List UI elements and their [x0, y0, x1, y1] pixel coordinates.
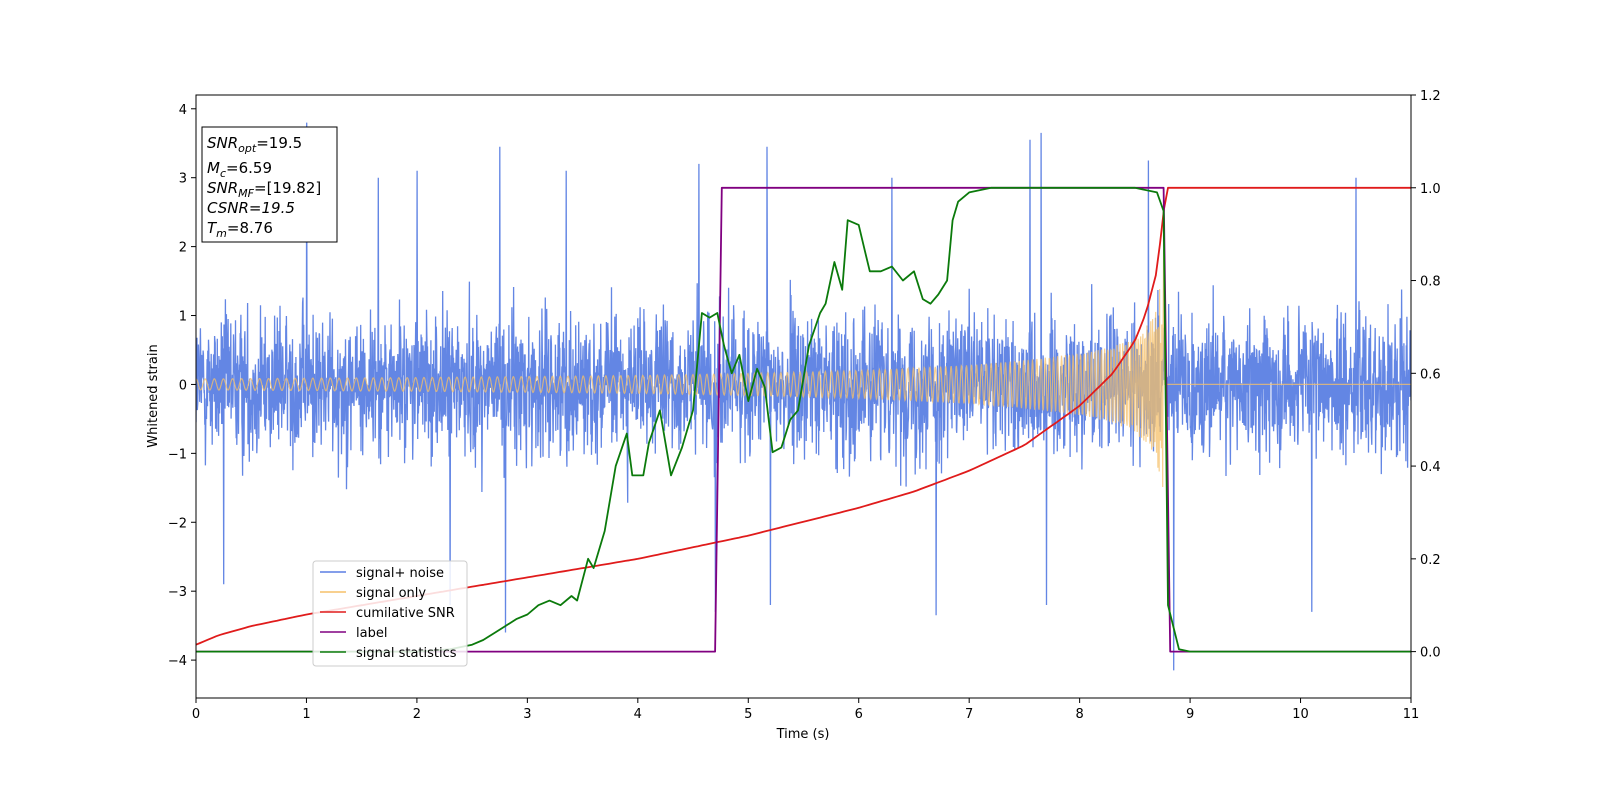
- legend: signal+ noise signal only cumilative SNR…: [312, 560, 468, 667]
- y-left-tick-label: 3: [179, 172, 187, 187]
- x-tick-label: 7: [965, 707, 973, 722]
- info-snr-mf: SNRMF=[19.82]: [207, 179, 321, 200]
- legend-label-label: label: [356, 626, 387, 641]
- y-left-tick-label: −4: [168, 654, 187, 669]
- info-snr-opt: SNRopt=19.5: [207, 134, 302, 155]
- x-tick-label: 8: [1075, 707, 1083, 722]
- info-tm: Tm=8.76: [207, 219, 273, 240]
- x-tick-label: 3: [523, 707, 531, 722]
- x-tick-label: 1: [302, 707, 310, 722]
- info-box-frame: [201, 126, 338, 243]
- x-tick-label: 6: [855, 707, 863, 722]
- legend-label-cumulative-snr: cumilative SNR: [356, 606, 455, 621]
- y-left-tick-label: 2: [179, 241, 187, 256]
- y-left-tick-label: −3: [168, 585, 187, 600]
- y-right-tick-label: 1.2: [1420, 89, 1441, 104]
- y-left-tick-label: 4: [179, 103, 187, 118]
- y-axis-left: −4 −3 −2 −1 0 1 2 3 4: [168, 103, 196, 669]
- y-right-tick-label: 0.2: [1420, 553, 1441, 568]
- y-left-tick-label: 1: [179, 310, 187, 325]
- legend-frame: [312, 560, 468, 667]
- legend-label-signal-noise: signal+ noise: [356, 566, 444, 581]
- y-right-tick-label: 0.4: [1420, 460, 1441, 475]
- legend-label-signal-statistics: signal statistics: [356, 646, 457, 661]
- x-tick-label: 0: [192, 707, 200, 722]
- x-tick-label: 4: [634, 707, 642, 722]
- x-tick-label: 2: [413, 707, 421, 722]
- y-axis-label: Whitened strain: [146, 344, 161, 447]
- y-left-tick-label: −1: [168, 447, 187, 462]
- x-tick-label: 11: [1403, 707, 1420, 722]
- y-right-tick-label: 0.8: [1420, 275, 1441, 290]
- info-csnr: CSNR=19.5: [207, 199, 295, 217]
- axes-frame: [195, 94, 1412, 699]
- y-right-tick-label: 0.6: [1420, 367, 1441, 382]
- y-right-tick-label: 0.0: [1420, 646, 1441, 661]
- x-tick-label: 9: [1186, 707, 1194, 722]
- y-right-tick-label: 1.0: [1420, 182, 1441, 197]
- x-tick-label: 10: [1292, 707, 1309, 722]
- info-mc: Mc=6.59: [207, 159, 272, 180]
- series-signal-only: [196, 249, 1411, 488]
- y-axis-right: 0.0 0.2 0.4 0.6 0.8 1.0 1.2: [1411, 89, 1441, 661]
- x-axis: 0 1 2 3 4 5 6 7 8 9 10 11: [192, 698, 1419, 722]
- info-box: SNRopt=19.5 Mc=6.59 SNRMF=[19.82] CSNR=1…: [201, 126, 338, 243]
- legend-label-signal-only: signal only: [356, 586, 426, 601]
- y-left-tick-label: 0: [179, 378, 187, 393]
- series-signal-statistics: [196, 186, 1411, 653]
- x-axis-label: Time (s): [776, 727, 830, 742]
- series-signal-noise: [196, 122, 1411, 671]
- y-left-tick-label: −2: [168, 516, 187, 531]
- x-tick-label: 5: [744, 707, 752, 722]
